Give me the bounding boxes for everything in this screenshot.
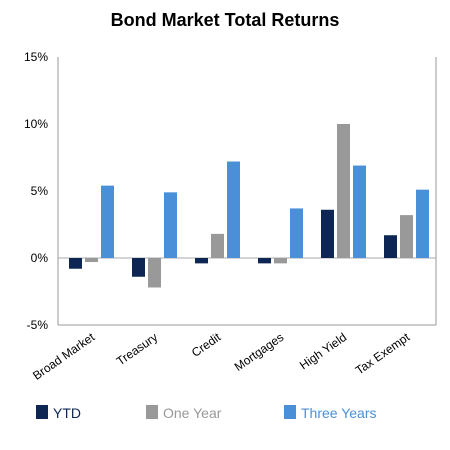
bar-one-year-5 bbox=[400, 215, 413, 258]
bar-one-year-1 bbox=[148, 258, 161, 288]
bar-ytd-2 bbox=[195, 258, 208, 264]
bar-three-years-3 bbox=[290, 208, 303, 258]
bar-one-year-2 bbox=[211, 233, 224, 258]
y-tick-label: 15% bbox=[24, 50, 48, 64]
category-label: Treasury bbox=[114, 330, 160, 368]
legend-swatch-one-year bbox=[146, 405, 158, 419]
y-tick-label: -5% bbox=[27, 318, 49, 332]
category-label: Broad Market bbox=[30, 330, 98, 383]
y-tick-label: 10% bbox=[24, 117, 48, 131]
category-label: Tax Exempt bbox=[353, 330, 413, 378]
legend-swatch-ytd bbox=[36, 405, 48, 419]
legend-label-three-years: Three Years bbox=[301, 405, 377, 421]
bar-ytd-3 bbox=[258, 258, 271, 264]
bar-ytd-5 bbox=[384, 235, 397, 258]
legend-label-one-year: One Year bbox=[163, 405, 222, 421]
category-label: Credit bbox=[189, 330, 224, 360]
y-tick-label: 5% bbox=[31, 184, 49, 198]
bar-ytd-4 bbox=[321, 209, 334, 258]
bar-one-year-4 bbox=[337, 124, 350, 258]
bar-three-years-5 bbox=[416, 189, 429, 258]
category-label: High Yield bbox=[297, 330, 349, 372]
bar-three-years-1 bbox=[164, 192, 177, 258]
bar-ytd-0 bbox=[69, 258, 82, 269]
bar-three-years-2 bbox=[227, 161, 240, 258]
legend-label-ytd: YTD bbox=[53, 405, 81, 421]
bar-one-year-0 bbox=[85, 258, 98, 263]
chart-title: Bond Market Total Returns bbox=[110, 10, 340, 30]
bar-three-years-0 bbox=[101, 185, 114, 258]
bar-ytd-1 bbox=[132, 258, 145, 277]
bar-one-year-3 bbox=[274, 258, 287, 264]
y-tick-label: 0% bbox=[31, 251, 49, 265]
category-label: Mortgages bbox=[232, 330, 286, 374]
bar-three-years-4 bbox=[353, 165, 366, 258]
legend-swatch-three-years bbox=[284, 405, 296, 419]
